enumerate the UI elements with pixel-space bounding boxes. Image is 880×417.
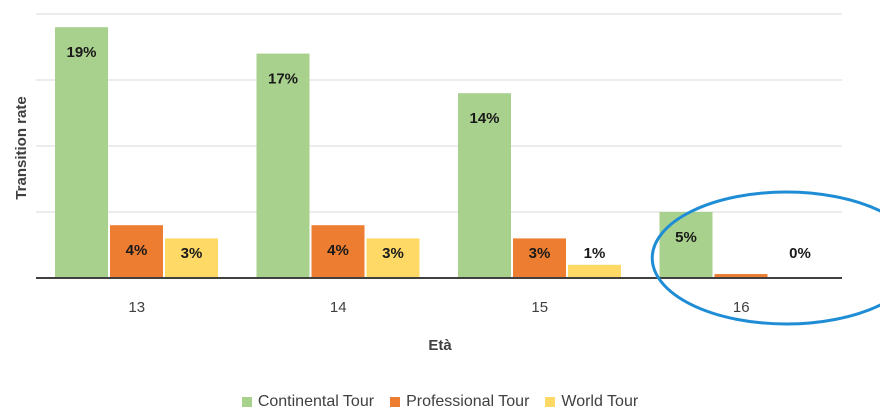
legend-label: World Tour	[561, 393, 639, 410]
legend-label: Professional Tour	[406, 393, 530, 410]
data-label: 3%	[181, 245, 203, 262]
legend: Continental Tour Professional Tour World T…	[0, 393, 880, 411]
bar-professional-tour-16	[714, 274, 768, 278]
legend-label: Continental Tour	[257, 393, 375, 410]
legend-item-world-tour: World Tour	[545, 393, 638, 411]
data-label: 19%	[66, 44, 96, 61]
data-label: 3%	[382, 245, 404, 262]
legend-swatch	[390, 397, 401, 407]
data-label: 1%	[584, 245, 606, 262]
y-axis-title: Transition rate	[13, 96, 30, 199]
bar-continental-tour-16	[659, 212, 713, 278]
bars-group	[55, 27, 768, 279]
bar-world-tour-14	[366, 238, 420, 278]
bar-continental-tour-14	[256, 53, 310, 278]
bar-professional-tour-14	[311, 225, 365, 278]
data-label: 3%	[529, 245, 551, 262]
gridlines	[36, 13, 842, 213]
x-tick-label: 13	[128, 299, 145, 316]
x-tick-label: 16	[733, 299, 750, 316]
x-tick-label: 15	[531, 299, 548, 316]
legend-swatch	[241, 397, 252, 407]
bar-world-tour-13	[165, 238, 218, 278]
bar-chart: 19% 4% 3% 17% 4% 3% 14% 3% 1% 5% 0% 13 14 15 16 Trans…	[13, 13, 880, 354]
x-axis-title: Età	[428, 337, 452, 354]
bar-continental-tour-15	[458, 93, 511, 278]
highlight-ellipse	[650, 190, 880, 326]
data-labels-group: 19% 4% 3% 17% 4% 3% 14% 3% 1% 5% 0%	[66, 44, 810, 262]
data-label: 0%	[789, 245, 811, 262]
bar-continental-tour-13	[55, 27, 108, 279]
bar-world-tour-15	[568, 264, 621, 278]
x-tick-label: 14	[330, 299, 347, 316]
legend-item-professional-tour: Professional Tour	[390, 393, 529, 411]
legend-item-continental-tour: Continental Tour	[241, 393, 375, 411]
data-label: 4%	[126, 242, 148, 259]
data-label: 4%	[327, 242, 349, 259]
bar-professional-tour-13	[110, 225, 163, 278]
data-label: 5%	[675, 229, 697, 246]
data-label: 17%	[268, 71, 298, 88]
bar-professional-tour-15	[513, 238, 566, 278]
data-label: 14%	[469, 110, 499, 127]
legend-swatch	[545, 397, 556, 407]
x-tick-labels: 13 14 15 16	[128, 299, 749, 316]
